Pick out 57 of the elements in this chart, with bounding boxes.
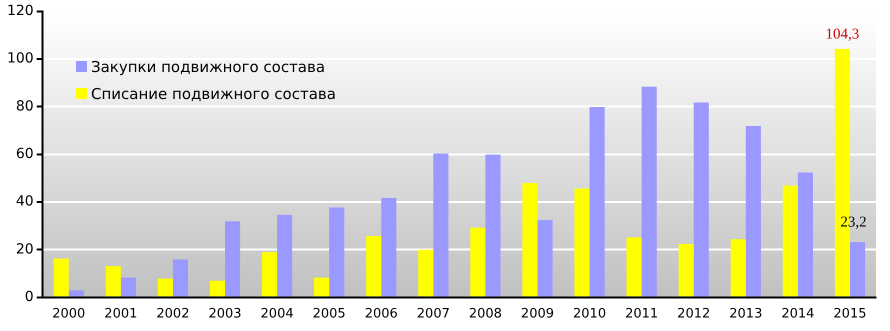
bar <box>642 86 657 296</box>
x-tick-label: 2013 <box>729 306 762 322</box>
y-tick-label: 0 <box>24 289 34 306</box>
bar <box>172 260 188 296</box>
legend-label: Списание подвижного состава <box>91 84 336 102</box>
bar <box>366 236 382 296</box>
x-tick-label: 2001 <box>104 306 138 322</box>
bar <box>381 198 396 296</box>
x-tick-label: 2012 <box>677 306 710 322</box>
y-tick-label: 80 <box>16 98 34 114</box>
bar <box>694 102 709 296</box>
bar <box>54 258 69 296</box>
bar <box>314 278 330 296</box>
y-tick-label: 120 <box>6 3 34 20</box>
x-tick-label: 2010 <box>573 306 606 322</box>
bar <box>678 244 694 296</box>
bar <box>850 242 866 296</box>
y-tick-label: 40 <box>16 194 34 210</box>
bar <box>210 280 225 296</box>
bar <box>262 252 278 296</box>
bar <box>746 126 761 296</box>
bar <box>106 266 121 296</box>
bar <box>68 290 84 296</box>
data-label: 104,3 <box>826 26 860 42</box>
bar <box>537 220 553 296</box>
legend-label: Закупки подвижного состава <box>91 58 326 76</box>
bar <box>329 208 344 296</box>
x-tick-label: 2008 <box>468 306 502 322</box>
bar <box>782 186 798 296</box>
x-tick-label: 2006 <box>364 306 398 322</box>
bar <box>418 250 434 296</box>
bar <box>277 214 292 296</box>
bar <box>798 172 813 296</box>
bar <box>225 221 240 296</box>
bar <box>470 228 486 296</box>
bar <box>433 154 448 296</box>
bar <box>626 237 642 296</box>
bar <box>485 154 501 296</box>
x-tick-label: 2000 <box>52 306 86 322</box>
x-tick-label: 2003 <box>208 306 242 322</box>
bar <box>574 188 590 296</box>
y-tick-label: 60 <box>16 146 34 162</box>
y-tick-label: 20 <box>16 241 34 258</box>
x-tick-label: 2011 <box>625 306 658 322</box>
bar <box>158 278 173 296</box>
bar <box>120 278 136 296</box>
x-tick-label: 2004 <box>260 306 294 322</box>
x-tick-label: 2014 <box>781 306 814 322</box>
x-tick-label: 2015 <box>833 306 867 322</box>
x-tick-label: 2007 <box>416 306 450 322</box>
y-tick-label: 100 <box>6 50 34 67</box>
bar <box>590 106 605 296</box>
x-tick-label: 2002 <box>156 306 190 322</box>
x-tick-label: 2005 <box>312 306 346 322</box>
x-tick-label: 2009 <box>520 306 554 322</box>
bar <box>730 239 746 296</box>
bar <box>522 183 538 296</box>
